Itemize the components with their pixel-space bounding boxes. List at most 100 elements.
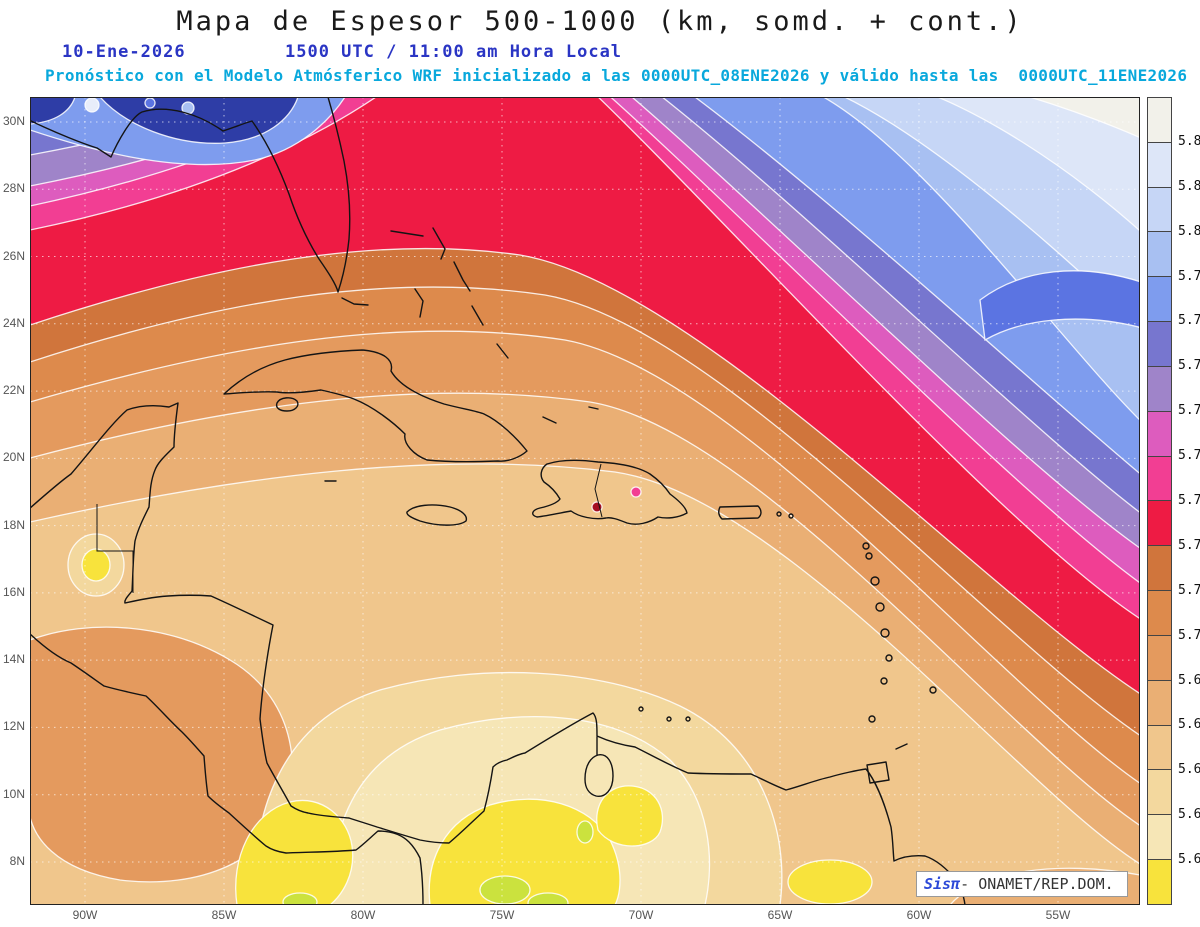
lon-tick-label: 90W — [72, 908, 98, 922]
hispaniola-coast — [532, 459, 688, 525]
lat-tick-label: 12N — [2, 719, 25, 734]
colorbar-label: 5.76 — [1178, 403, 1200, 419]
lat-tick-label: 8N — [9, 853, 25, 868]
colorbar-labels: 5.831 5.819 5.807 5.795 5.783 5.772 5.76 5.748 5… — [1178, 0, 1200, 927]
lat-tick-label: 20N — [2, 450, 25, 465]
colorbar-segment — [1148, 546, 1171, 592]
green-patch-3 — [282, 892, 318, 905]
colorbar-label: 5.676 — [1178, 717, 1200, 733]
caribbean-mainland-coast — [30, 402, 966, 905]
colorbar-segment — [1148, 411, 1171, 457]
colorbar-segment — [1148, 98, 1171, 143]
colorbar-label: 5.64 — [1178, 852, 1200, 868]
gridlines — [30, 97, 1140, 905]
lake-maracaibo — [584, 736, 614, 797]
colorbar-label: 5.783 — [1178, 313, 1200, 329]
colorbar-label: 5.748 — [1178, 448, 1200, 464]
colorbar-label: 5.7 — [1178, 627, 1200, 643]
colorbar-label: 5.736 — [1178, 493, 1200, 508]
model-name: Sisπ — [924, 875, 961, 893]
lat-tick-label: 16N — [2, 584, 25, 599]
jamaica-coast — [406, 504, 468, 526]
lat-tick-label: 10N — [2, 786, 25, 801]
colorbar-segments — [1147, 97, 1172, 905]
colorbar-segment — [1148, 680, 1171, 726]
colorbar-segment — [1148, 770, 1171, 816]
colorbar-label: 5.772 — [1178, 358, 1200, 374]
colorbar-segment — [1148, 725, 1171, 771]
map-frame — [30, 97, 1140, 905]
yellow-patch-venezuela — [596, 785, 664, 847]
yellow-patch-colombia — [428, 798, 621, 905]
colorbar-segment — [1148, 142, 1171, 188]
colorbar-segment — [1148, 815, 1171, 861]
lon-tick-label: 75W — [489, 908, 515, 922]
hispaniola-terrain-dot — [591, 501, 603, 513]
colorbar-segment — [1148, 591, 1171, 636]
hispaniola-border — [594, 463, 603, 518]
lat-tick-label: 18N — [2, 517, 25, 532]
map — [30, 97, 1140, 905]
green-patch-1 — [479, 875, 531, 905]
lat-tick-label: 30N — [2, 114, 25, 128]
lat-tick-label: 28N — [2, 181, 25, 196]
bahamas — [390, 227, 599, 424]
colorbar-label: 5.724 — [1178, 537, 1200, 553]
colorbar-segment — [1148, 187, 1171, 233]
colorbar-segment — [1148, 232, 1171, 278]
nw-light-dot — [84, 97, 100, 113]
us-gulf-florida-coast — [30, 97, 351, 293]
colorbar-segment — [1148, 501, 1171, 547]
florida-keys — [341, 297, 369, 306]
colorbar-label: 5.712 — [1178, 582, 1200, 598]
lat-axis: 30N 28N 26N 24N 22N 20N 18N 16N 14N 12N 10N 8N — [0, 0, 27, 927]
green-patch-merida — [576, 820, 594, 844]
colorbar-segment — [1148, 277, 1171, 323]
branding-separator: - — [960, 875, 979, 893]
trinidad-tobago — [866, 743, 908, 784]
colorbar-label: 5.795 — [1178, 268, 1200, 284]
forecast-time: 1500 UTC / 11:00 am Hora Local — [285, 42, 623, 62]
nw-blue-dot — [144, 97, 156, 109]
coastlines — [30, 97, 966, 905]
colorbar-label: 5.652 — [1178, 807, 1200, 823]
thickness-map-svg — [30, 97, 1140, 905]
colorbar-label: 5.831 — [1178, 133, 1200, 149]
guatemala-border — [96, 504, 134, 593]
ne-blue-streak — [979, 270, 1140, 342]
hispaniola-pink-dot — [630, 486, 642, 498]
lon-tick-label: 60W — [906, 908, 932, 922]
contour-bands — [30, 97, 1140, 905]
org-name: ONAMET/REP.DOM. — [978, 875, 1114, 893]
puerto-rico-coast — [717, 505, 762, 520]
colorbar-label: 5.819 — [1178, 178, 1200, 194]
colorbar-segment — [1148, 456, 1171, 502]
datetime-line: 10-Ene-2026 1500 UTC / 11:00 am Hora Loc… — [0, 42, 1200, 62]
colorbar-segment — [1148, 366, 1171, 412]
colorbar-label: 5.688 — [1178, 672, 1200, 688]
isla-juventud — [275, 397, 299, 412]
lon-tick-label: 70W — [628, 908, 654, 922]
lon-tick-label: 55W — [1045, 908, 1071, 922]
lon-tick-label: 65W — [767, 908, 793, 922]
lat-tick-label: 22N — [2, 383, 25, 398]
colorbar-segment — [1148, 635, 1171, 681]
forecast-date: 10-Ene-2026 — [62, 42, 186, 62]
branding-box: Sisπ- ONAMET/REP.DOM. — [916, 871, 1128, 897]
colorbar-segment — [1148, 322, 1171, 367]
lon-tick-label: 85W — [211, 908, 237, 922]
colorbar-label: 5.807 — [1178, 223, 1200, 239]
lesser-antilles — [638, 511, 937, 723]
colorbar-label: 5.664 — [1178, 762, 1200, 778]
lat-tick-label: 24N — [2, 315, 25, 330]
green-patch-2 — [527, 892, 569, 905]
cuba-coast — [223, 349, 528, 463]
lat-tick-label: 26N — [2, 248, 25, 263]
yellow-patch-sw — [787, 859, 873, 905]
lon-axis: 90W 85W 80W 75W 70W 65W 60W 55W — [0, 908, 1200, 926]
colorbar-segment — [1148, 860, 1171, 904]
lon-tick-label: 80W — [350, 908, 376, 922]
guatemala-yellow — [81, 548, 111, 582]
page-title: Mapa de Espesor 500-1000 (km, somd. + co… — [176, 6, 1024, 37]
